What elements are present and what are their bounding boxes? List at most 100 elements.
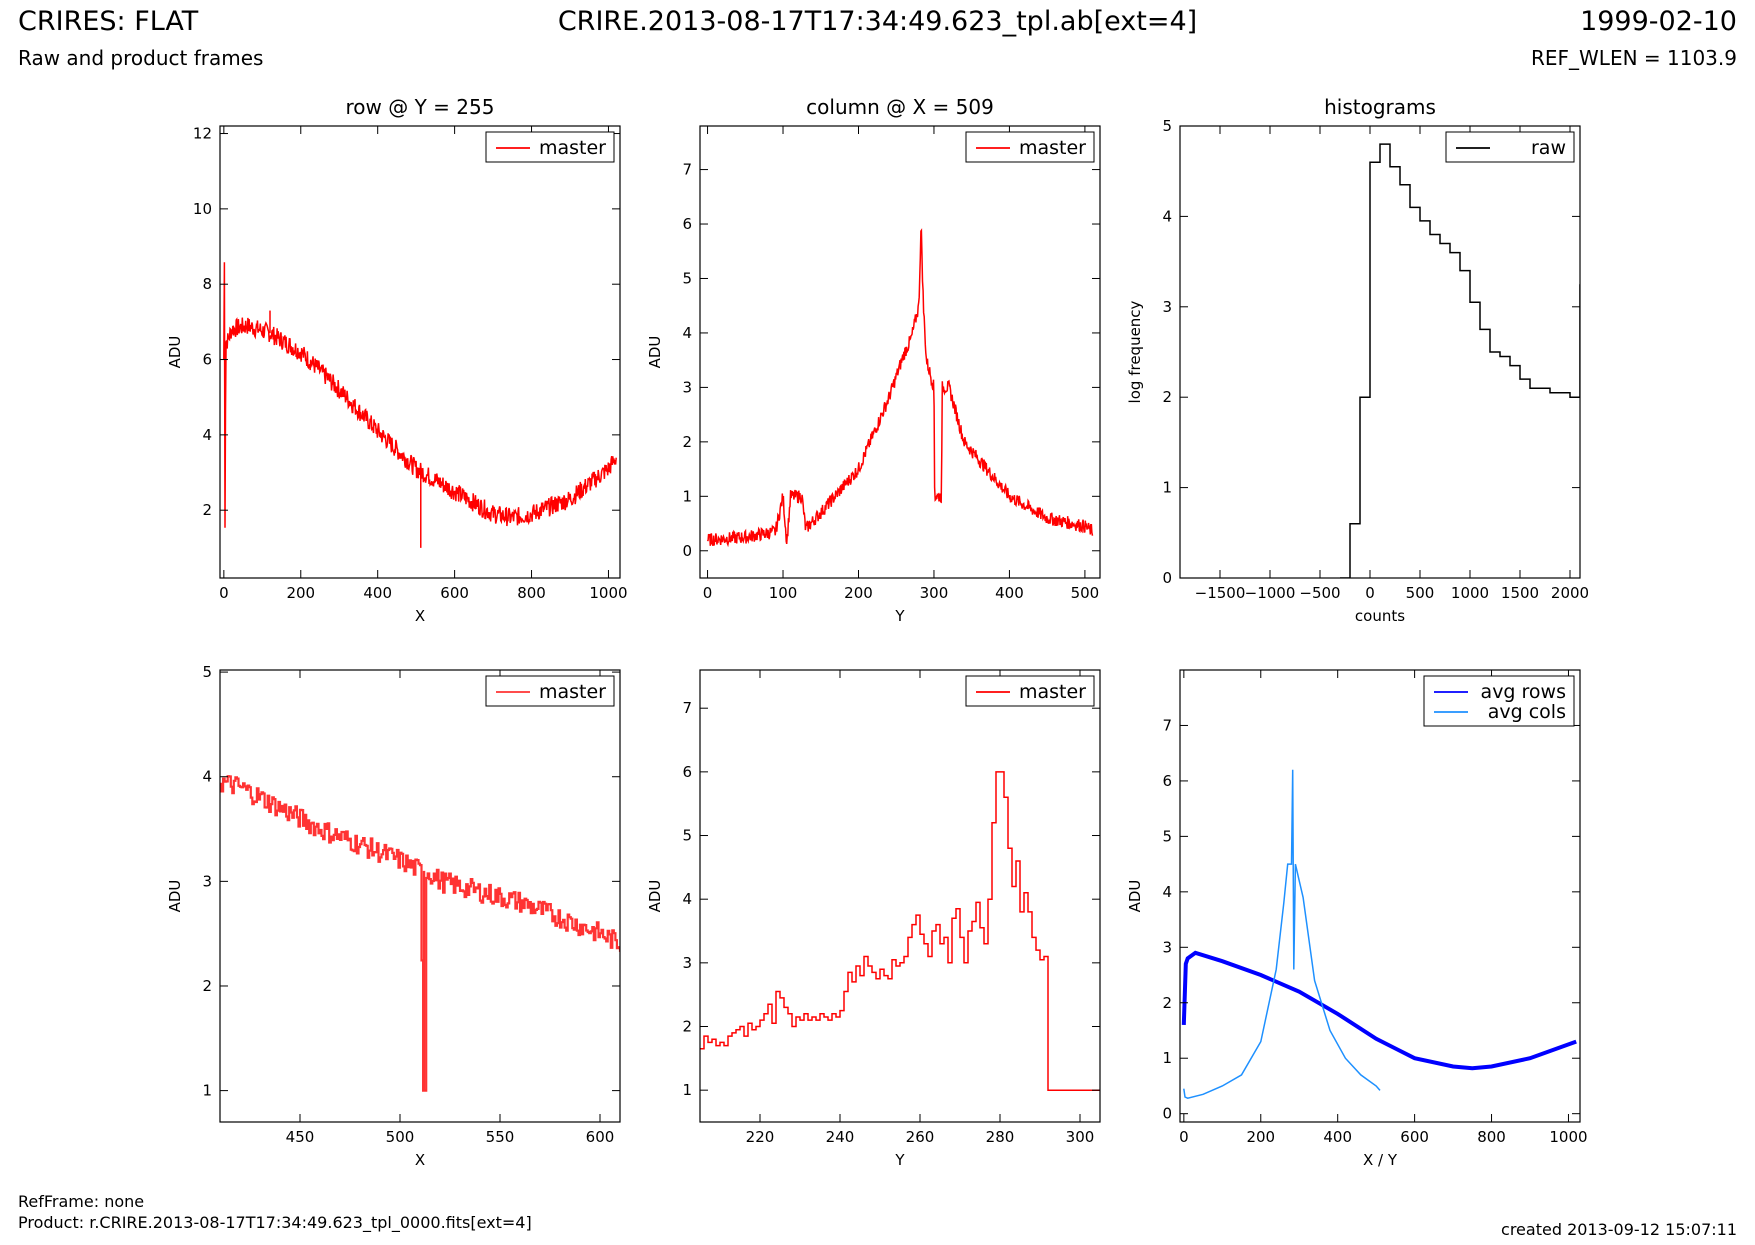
x-tick-label-histograms: 1500 — [1501, 584, 1539, 602]
y-tick-label-column: 0 — [682, 542, 692, 560]
x-tick-label-histograms: 500 — [1406, 584, 1435, 602]
x-tick-label-averages: 600 — [1400, 1128, 1429, 1146]
y-tick-label-averages: 1 — [1162, 1049, 1172, 1067]
y-tick-label-histograms: 2 — [1162, 388, 1172, 406]
legend-box-averages — [1423, 675, 1575, 727]
legend-label-averages-1: avg cols — [1488, 701, 1566, 723]
y-tick-label-histograms: 0 — [1162, 569, 1172, 587]
legend-label-column-zoom-0: master — [1019, 681, 1086, 703]
plot-area-row-zoom — [220, 775, 620, 1092]
axes-frame-column — [699, 125, 1101, 579]
y-tick-label-column-zoom: 4 — [682, 890, 692, 908]
file-name: CRIRE.2013-08-17T17:34:49.623_tpl.ab[ext… — [557, 6, 1198, 37]
report-subtitle: Raw and product frames — [18, 46, 264, 70]
y-tick-label-histograms: 5 — [1162, 117, 1172, 135]
series-line-row-0 — [223, 262, 617, 528]
legend-box-row — [485, 131, 615, 163]
x-tick-label-row-zoom: 500 — [386, 1128, 415, 1146]
x-axis-label-row-zoom: X — [415, 1151, 425, 1169]
x-tick-label-histograms: −1500 — [1195, 584, 1246, 602]
y-tick-label-row: 6 — [202, 351, 212, 369]
plot-area-column-zoom — [700, 771, 1100, 1091]
y-tick-label-averages: 3 — [1162, 938, 1172, 956]
y-tick-label-column-zoom: 1 — [682, 1081, 692, 1099]
y-tick-label-row: 2 — [202, 501, 212, 519]
legend-row-zoom: master — [485, 675, 615, 707]
y-tick-label-column-zoom: 6 — [682, 763, 692, 781]
series-line-histograms-0 — [1340, 143, 1580, 578]
x-tick-label-column-zoom: 260 — [906, 1128, 935, 1146]
x-axis-label-histograms: counts — [1355, 607, 1405, 625]
y-tick-label-row-zoom: 3 — [202, 872, 212, 890]
y-axis-label-averages: ADU — [1126, 880, 1144, 913]
y-tick-label-row-zoom: 1 — [202, 1082, 212, 1100]
y-tick-label-row: 8 — [202, 275, 212, 293]
y-tick-label-row: 10 — [193, 200, 212, 218]
x-tick-label-column-zoom: 240 — [826, 1128, 855, 1146]
y-tick-label-averages: 0 — [1162, 1105, 1172, 1123]
x-tick-label-histograms: −1000 — [1245, 584, 1296, 602]
x-tick-label-averages: 200 — [1246, 1128, 1275, 1146]
x-tick-label-averages: 800 — [1477, 1128, 1506, 1146]
series-line-column-0 — [706, 228, 1094, 548]
x-tick-label-row: 400 — [363, 584, 392, 602]
product-label: Product: r.CRIRE.2013-08-17T17:34:49.623… — [18, 1213, 532, 1232]
y-axis-label-histograms: log frequency — [1126, 300, 1144, 403]
x-tick-label-row: 800 — [517, 584, 546, 602]
y-tick-label-row: 12 — [193, 125, 212, 143]
x-tick-label-averages: 0 — [1179, 1128, 1189, 1146]
y-tick-label-histograms: 3 — [1162, 298, 1172, 316]
y-tick-label-averages: 4 — [1162, 883, 1172, 901]
x-tick-label-row: 1000 — [589, 584, 627, 602]
series-line-averages-0 — [1181, 950, 1577, 1071]
x-tick-label-column-zoom: 300 — [1066, 1128, 1095, 1146]
y-axis-label-row: ADU — [166, 336, 184, 369]
chart-title-histograms: histograms — [1324, 95, 1436, 119]
x-tick-label-column: 300 — [920, 584, 949, 602]
y-tick-label-averages: 7 — [1162, 716, 1172, 734]
axes-frame-row — [219, 125, 621, 579]
x-tick-label-column: 200 — [844, 584, 873, 602]
plot-area-row — [223, 262, 617, 548]
y-axis-label-column-zoom: ADU — [646, 880, 664, 913]
legend-histograms: raw — [1445, 131, 1575, 163]
y-tick-label-column: 5 — [682, 269, 692, 287]
y-tick-label-column-zoom: 3 — [682, 954, 692, 972]
observation-date: 1999-02-10 — [1580, 6, 1737, 37]
legend-box-column — [965, 131, 1095, 163]
axes-frame-averages — [1179, 669, 1581, 1123]
x-tick-label-averages: 400 — [1323, 1128, 1352, 1146]
legend-column-zoom: master — [965, 675, 1095, 707]
y-tick-label-row-zoom: 4 — [202, 768, 212, 786]
legend-box-row-zoom — [485, 675, 615, 707]
legend-row: master — [485, 131, 615, 163]
series-line-row-zoom-0 — [220, 775, 620, 1092]
plot-area-histograms — [1340, 143, 1580, 578]
legend-box-column-zoom — [965, 675, 1095, 707]
y-tick-label-column: 1 — [682, 487, 692, 505]
y-axis-label-column: ADU — [646, 336, 664, 369]
axes-frame-row-zoom — [219, 669, 621, 1123]
x-axis-label-column-zoom: Y — [894, 1151, 905, 1169]
legend-label-row-0: master — [539, 137, 606, 159]
y-tick-label-column-zoom: 5 — [682, 827, 692, 845]
x-tick-label-column: 500 — [1071, 584, 1100, 602]
y-tick-label-row-zoom: 2 — [202, 977, 212, 995]
y-tick-label-column: 4 — [682, 324, 692, 342]
chart-row: 0 200 400 600 800 1000 2 4 6 8 10 12 X ADU row @ Y = 2… — [166, 95, 628, 625]
chart-title-column: column @ X = 509 — [806, 95, 994, 119]
chart-column: 0 100 200 300 400 500 0 1 2 3 4 5 6 7 Y ADU column @ X =… — [646, 95, 1101, 625]
y-tick-label-histograms: 1 — [1162, 479, 1172, 497]
chart-column-zoom: 220 240 260 280 300 1 2 3 4 5 6 7 Y ADU master — [646, 669, 1101, 1169]
series-line-averages-1 — [1183, 769, 1381, 1099]
y-tick-label-column-zoom: 7 — [682, 699, 692, 717]
x-tick-label-row: 200 — [286, 584, 315, 602]
legend-label-column-0: master — [1019, 137, 1086, 159]
x-tick-label-row-zoom: 550 — [486, 1128, 515, 1146]
y-tick-label-averages: 5 — [1162, 827, 1172, 845]
axes-frame-histograms — [1179, 125, 1581, 579]
y-tick-label-column: 6 — [682, 215, 692, 233]
x-tick-label-averages: 1000 — [1549, 1128, 1587, 1146]
x-tick-label-row-zoom: 600 — [586, 1128, 615, 1146]
x-tick-label-column: 0 — [703, 584, 713, 602]
